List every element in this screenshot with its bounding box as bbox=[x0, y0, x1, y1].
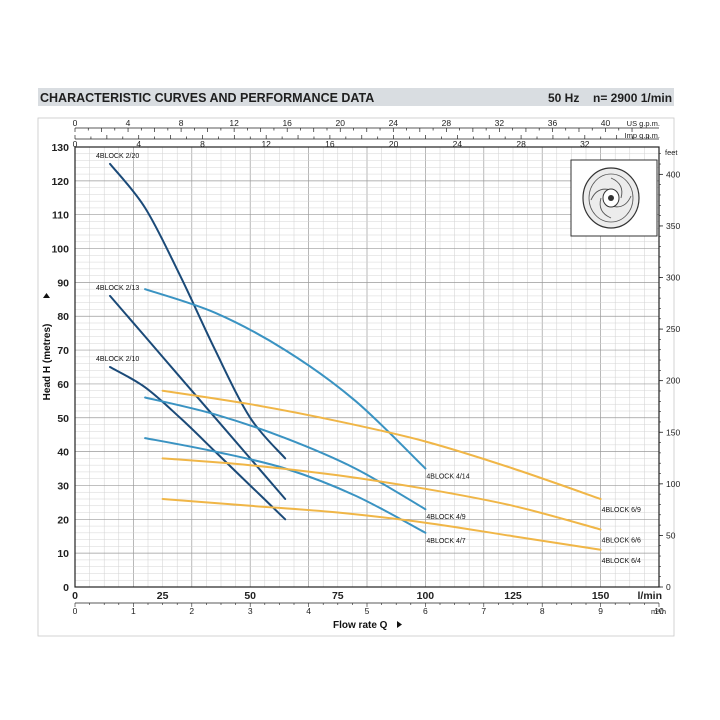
header-band bbox=[38, 88, 674, 106]
lmin-tick-label: 0 bbox=[72, 590, 78, 602]
series-label-4block-6-9: 4BLOCK 6/9 bbox=[602, 507, 641, 514]
plot-frame bbox=[74, 146, 660, 588]
us-gpm-unit: US g.p.m. bbox=[627, 119, 660, 128]
m3h-tick-label: 7 bbox=[481, 606, 486, 616]
lmin-tick-label: 50 bbox=[244, 590, 256, 602]
y-tick-label: 10 bbox=[57, 548, 69, 560]
imp-gpm-tick-label: 32 bbox=[580, 139, 590, 149]
m3h-tick-label: 4 bbox=[306, 606, 311, 616]
imp-gpm-tick-label: 24 bbox=[453, 139, 463, 149]
imp-gpm-tick-label: 28 bbox=[516, 139, 526, 149]
m3h-tick-label: 6 bbox=[423, 606, 428, 616]
y-tick-label: 70 bbox=[57, 345, 69, 357]
imp-gpm-tick-label: 12 bbox=[261, 139, 271, 149]
series-group bbox=[109, 162, 602, 551]
us-gpm-tick-label: 32 bbox=[495, 118, 505, 128]
m3h-tick-label: 3 bbox=[248, 606, 253, 616]
feet-tick-label: 50 bbox=[666, 530, 676, 540]
feet-tick-label: 150 bbox=[666, 427, 680, 437]
us-gpm-tick-label: 0 bbox=[73, 118, 78, 128]
y-tick-label: 110 bbox=[52, 210, 69, 222]
lmin-unit: l/min bbox=[637, 590, 662, 602]
speed-label: n= 2900 1/min bbox=[593, 91, 672, 105]
m3h-tick-label: 1 bbox=[131, 606, 136, 616]
m3h-tick-label: 9 bbox=[598, 606, 603, 616]
y-tick-label: 30 bbox=[57, 480, 69, 492]
m3h-tick-label: 5 bbox=[365, 606, 370, 616]
y-tick-label: 120 bbox=[51, 176, 69, 188]
imp-gpm-tick-label: 0 bbox=[73, 139, 78, 149]
imp-gpm-tick-label: 4 bbox=[136, 139, 141, 149]
x-axis-arrow-icon bbox=[397, 621, 402, 628]
series-line-4block-2-20 bbox=[109, 162, 287, 460]
us-gpm-tick-label: 40 bbox=[601, 118, 611, 128]
y-tick-label: 0 bbox=[63, 582, 69, 594]
frequency-label: 50 Hz bbox=[548, 91, 579, 105]
feet-tick-label: 0 bbox=[666, 582, 671, 592]
us-gpm-tick-label: 12 bbox=[229, 118, 239, 128]
imp-gpm-unit: Imp g.p.m. bbox=[625, 131, 660, 140]
imp-gpm-tick-label: 8 bbox=[200, 139, 205, 149]
series-label-4block-4-7: 4BLOCK 4/7 bbox=[426, 538, 465, 545]
feet-tick-label: 400 bbox=[666, 169, 680, 179]
y-tick-label: 20 bbox=[57, 514, 69, 526]
impeller-image bbox=[570, 159, 658, 237]
series-line-4block-6-4 bbox=[161, 498, 602, 551]
outer-frame bbox=[37, 117, 675, 637]
series-line-4block-6-9 bbox=[161, 389, 602, 500]
series-labels: 4BLOCK 2/20 4BLOCK 2/13 4BLOCK 2/10 4BLOCK … bbox=[96, 153, 641, 565]
feet-tick-label: 350 bbox=[666, 221, 680, 231]
series-line-4block-2-10 bbox=[109, 366, 287, 521]
feet-unit: feet bbox=[665, 148, 678, 157]
lmin-tick-label: 125 bbox=[504, 590, 522, 602]
series-label-4block-2-10: 4BLOCK 2/10 bbox=[96, 356, 139, 363]
series-line-4block-4-9 bbox=[144, 396, 427, 511]
y-axis-arrow-icon bbox=[43, 293, 50, 298]
m3h-tick-label: 10 bbox=[654, 606, 664, 616]
imp-gpm-tick-label: 20 bbox=[389, 139, 399, 149]
m3h-unit: m³/h bbox=[651, 607, 666, 616]
feet-tick-label: 250 bbox=[666, 324, 680, 334]
feet-tick-label: 200 bbox=[666, 376, 680, 386]
y-tick-label: 90 bbox=[57, 277, 69, 289]
y-axis-title: Head H (metres) bbox=[42, 324, 53, 401]
feet-tick-label: 100 bbox=[666, 479, 680, 489]
series-label-4block-2-20: 4BLOCK 2/20 bbox=[96, 153, 139, 160]
us-gpm-tick-label: 8 bbox=[179, 118, 184, 128]
us-gpm-tick-label: 4 bbox=[126, 118, 131, 128]
m3h-tick-label: 2 bbox=[189, 606, 194, 616]
m3h-tick-label: 0 bbox=[73, 606, 78, 616]
series-line-4block-4-14 bbox=[144, 288, 427, 470]
chart-title: CHARACTERISTIC CURVES AND PERFORMANCE DA… bbox=[40, 91, 374, 105]
us-gpm-tick-label: 16 bbox=[282, 118, 292, 128]
lmin-tick-label: 75 bbox=[332, 590, 344, 602]
series-label-4block-4-9: 4BLOCK 4/9 bbox=[426, 514, 465, 521]
series-line-4block-2-13 bbox=[109, 294, 287, 500]
lmin-tick-label: 100 bbox=[417, 590, 435, 602]
y-tick-label: 60 bbox=[57, 379, 69, 391]
series-line-4block-6-6 bbox=[161, 457, 602, 531]
y-tick-label: 50 bbox=[57, 413, 69, 425]
series-label-4block-4-14: 4BLOCK 4/14 bbox=[426, 474, 469, 481]
m3h-tick-label: 8 bbox=[540, 606, 545, 616]
y-tick-label: 100 bbox=[51, 244, 69, 256]
y-tick-label: 130 bbox=[51, 142, 69, 154]
y-tick-label: 40 bbox=[57, 447, 69, 459]
us-gpm-tick-label: 20 bbox=[336, 118, 346, 128]
feet-tick-label: 300 bbox=[666, 273, 680, 283]
y-tick-label: 80 bbox=[57, 311, 69, 323]
axes: 0 4 8 12 16 20 24 28 32 36 40 US g.p.m.0 4 8 12 16 20 24 2… bbox=[51, 118, 680, 616]
imp-gpm-tick-label: 16 bbox=[325, 139, 335, 149]
us-gpm-tick-label: 24 bbox=[389, 118, 399, 128]
series-label-4block-6-4: 4BLOCK 6/4 bbox=[602, 558, 641, 565]
series-label-4block-2-13: 4BLOCK 2/13 bbox=[96, 285, 139, 292]
series-label-4block-6-6: 4BLOCK 6/6 bbox=[602, 537, 641, 544]
x-axis-title: Flow rate Q bbox=[333, 620, 388, 631]
lmin-tick-label: 150 bbox=[592, 590, 610, 602]
lmin-tick-label: 25 bbox=[157, 590, 169, 602]
us-gpm-tick-label: 28 bbox=[442, 118, 452, 128]
us-gpm-tick-label: 36 bbox=[548, 118, 558, 128]
